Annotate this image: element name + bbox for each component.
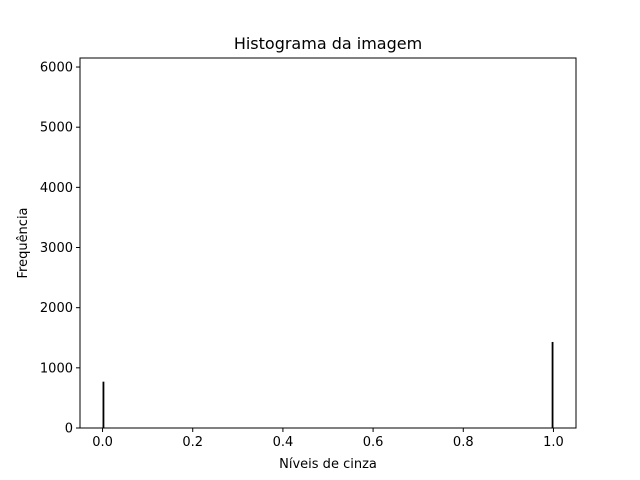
x-tick-label: 0.2 — [182, 435, 203, 450]
x-tick-label: 0.0 — [92, 435, 113, 450]
y-tick-label: 1000 — [40, 361, 73, 376]
x-tick-label: 0.4 — [273, 435, 294, 450]
y-tick-label: 5000 — [40, 121, 73, 136]
y-tick-label: 3000 — [40, 241, 73, 256]
histogram-bar — [551, 341, 554, 428]
x-axis-ticks: 0.0 0.2 0.4 0.6 0.8 1.0 — [92, 428, 564, 450]
x-tick-label: 1.0 — [543, 435, 564, 450]
y-axis-label: Frequência — [16, 207, 31, 278]
y-tick-label: 2000 — [40, 301, 73, 316]
histogram-bar — [102, 381, 105, 428]
histogram-bars — [102, 341, 554, 428]
y-tick-label: 0 — [65, 422, 73, 437]
x-tick-label: 0.6 — [363, 435, 384, 450]
chart-title: Histograma da imagem — [234, 34, 422, 53]
y-tick-label: 6000 — [40, 61, 73, 76]
y-tick-label: 4000 — [40, 181, 73, 196]
y-axis-ticks: 0 1000 2000 3000 4000 5000 6000 — [40, 61, 80, 437]
x-axis-label: Níveis de cinza — [279, 457, 377, 472]
plot-frame — [79, 57, 577, 429]
x-tick-label: 0.8 — [453, 435, 474, 450]
